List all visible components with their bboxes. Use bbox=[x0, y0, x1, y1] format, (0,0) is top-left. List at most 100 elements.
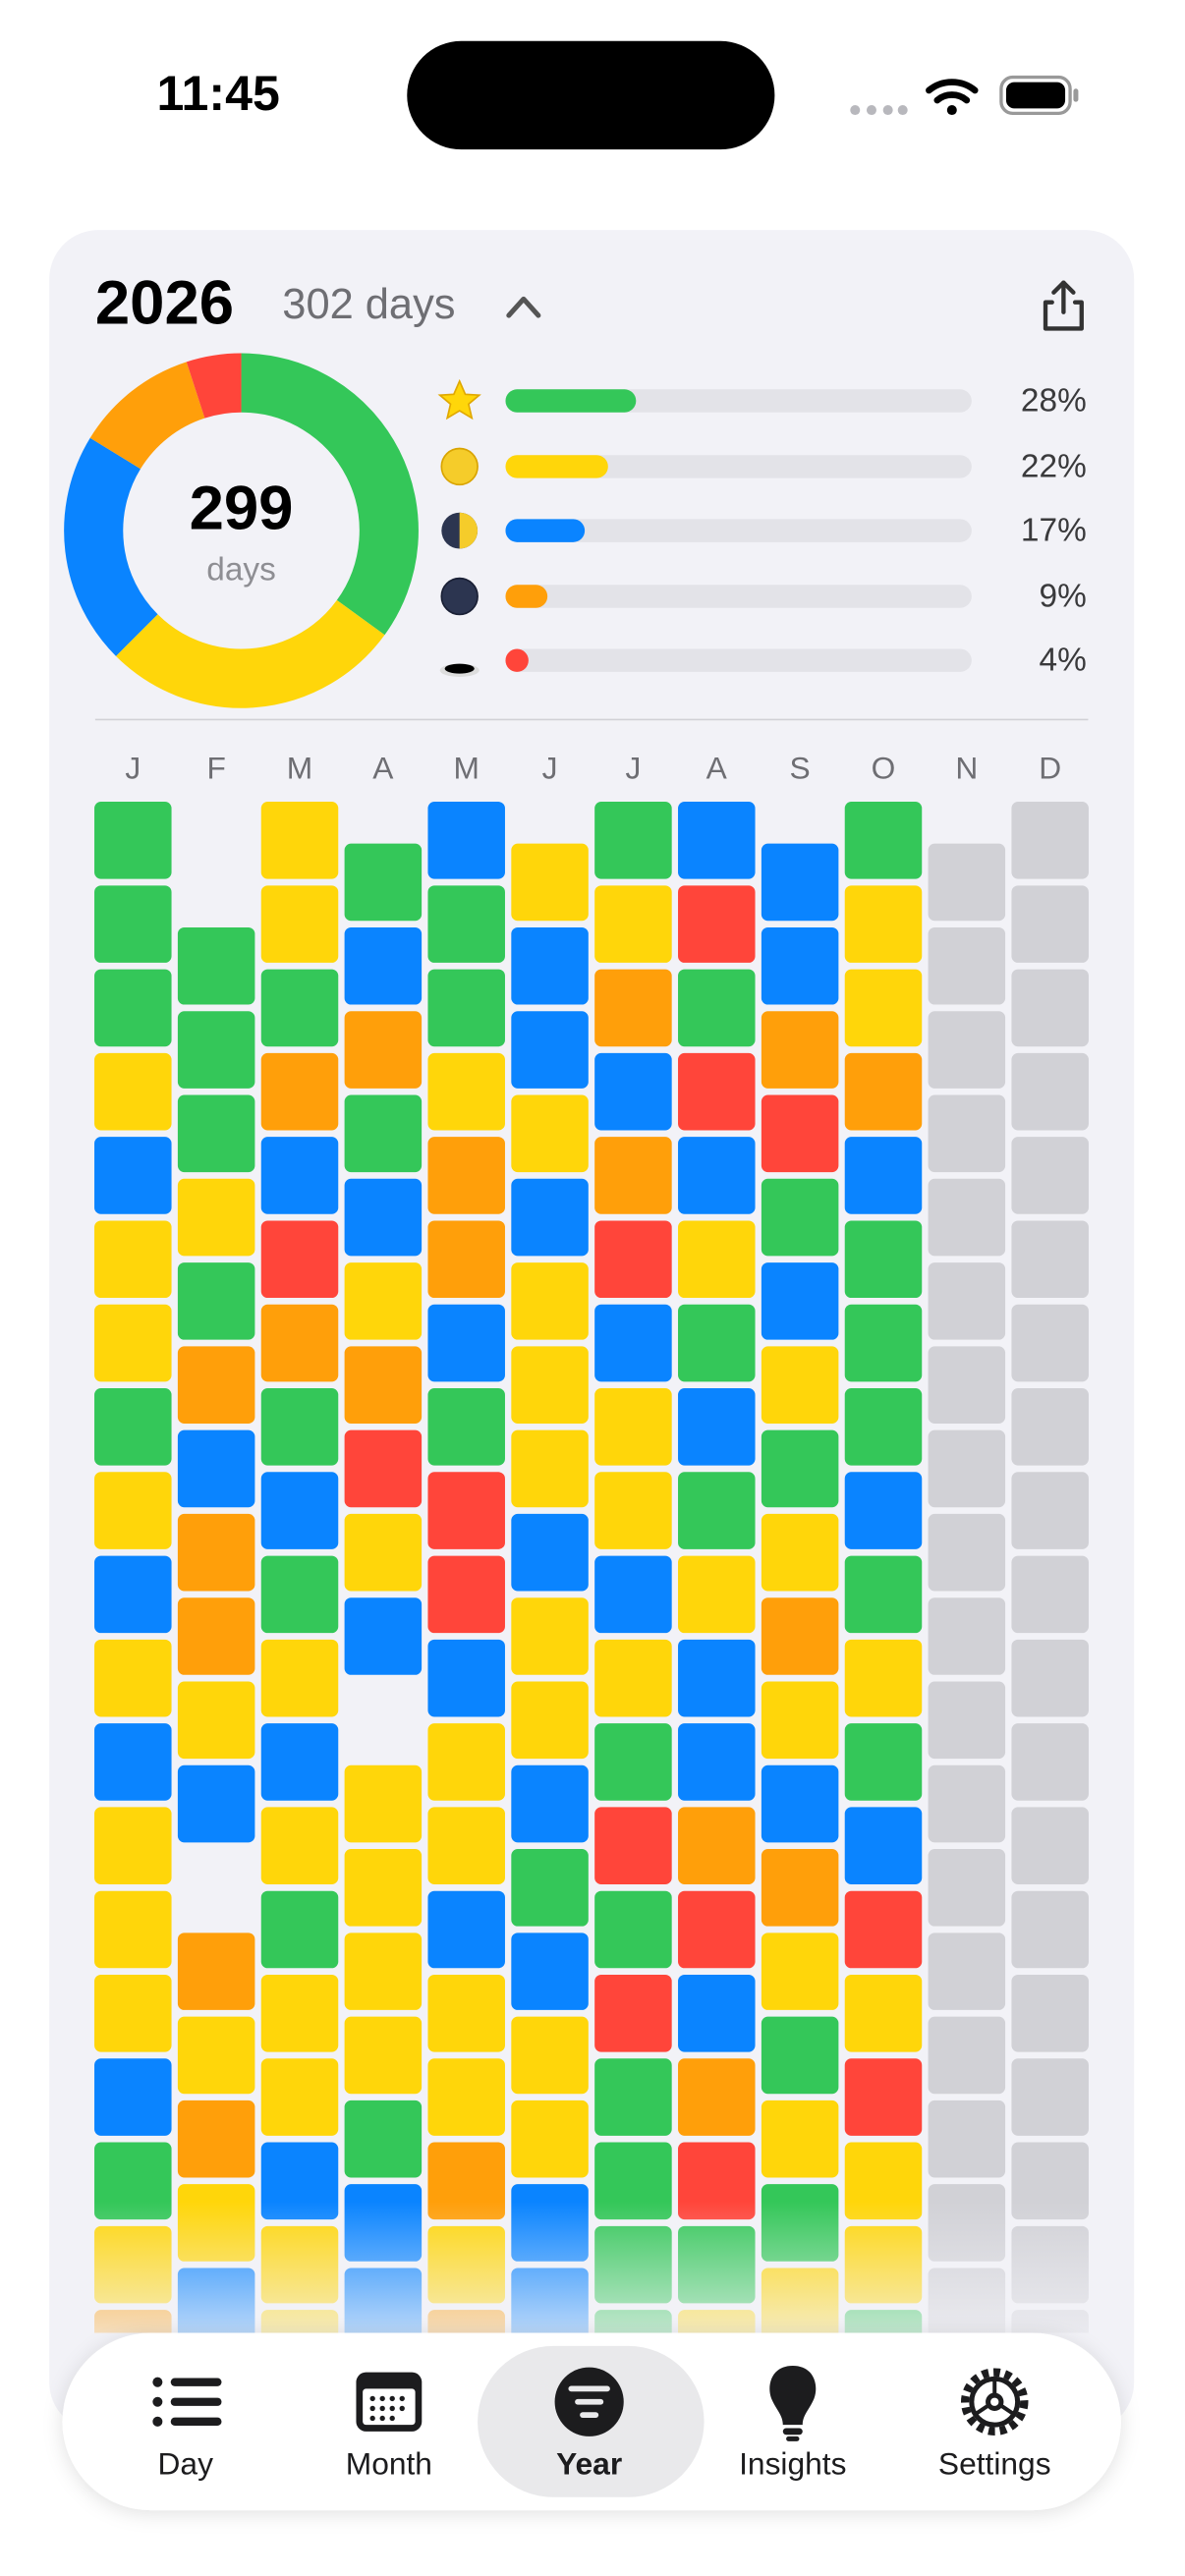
day-cell[interactable] bbox=[678, 1723, 756, 1801]
day-cell[interactable] bbox=[94, 2142, 172, 2220]
day-cell[interactable] bbox=[594, 885, 672, 963]
day-cell[interactable] bbox=[427, 1639, 505, 1717]
day-cell[interactable] bbox=[427, 1555, 505, 1634]
day-cell[interactable] bbox=[928, 1178, 1006, 1257]
day-cell[interactable] bbox=[511, 2016, 589, 2095]
day-cell[interactable] bbox=[177, 1262, 255, 1340]
day-cell[interactable] bbox=[511, 1764, 589, 1843]
day-cell[interactable] bbox=[594, 1304, 672, 1382]
day-cell[interactable] bbox=[511, 2100, 589, 2178]
day-cell[interactable] bbox=[678, 1890, 756, 1969]
day-cell[interactable] bbox=[177, 1681, 255, 1760]
day-cell[interactable] bbox=[511, 1094, 589, 1173]
day-cell[interactable] bbox=[94, 1890, 172, 1969]
day-cell[interactable] bbox=[344, 1429, 423, 1508]
day-cell[interactable] bbox=[678, 969, 756, 1047]
day-cell[interactable] bbox=[594, 1723, 672, 1801]
day-cell[interactable] bbox=[844, 1555, 923, 1634]
day-cell[interactable] bbox=[94, 1974, 172, 2052]
day-cell[interactable] bbox=[928, 1429, 1006, 1508]
day-cell[interactable] bbox=[427, 1890, 505, 1969]
day-cell[interactable] bbox=[260, 885, 339, 963]
day-cell[interactable] bbox=[594, 1472, 672, 1549]
day-cell[interactable] bbox=[94, 1807, 172, 1885]
day-cell[interactable] bbox=[678, 1052, 756, 1131]
tab-label[interactable]: Year bbox=[556, 2445, 622, 2481]
day-cell[interactable] bbox=[844, 1304, 923, 1382]
day-cell[interactable] bbox=[344, 926, 423, 1005]
day-cell[interactable] bbox=[260, 1639, 339, 1717]
day-cell[interactable] bbox=[761, 2016, 839, 2095]
day-cell[interactable] bbox=[761, 1597, 839, 1675]
day-cell[interactable] bbox=[844, 1890, 923, 1969]
day-cell[interactable] bbox=[928, 1513, 1006, 1592]
day-cell[interactable] bbox=[94, 1388, 172, 1466]
day-cell[interactable] bbox=[427, 802, 505, 879]
day-cell[interactable] bbox=[594, 1220, 672, 1299]
day-cell[interactable] bbox=[928, 1764, 1006, 1843]
day-cell[interactable] bbox=[344, 2016, 423, 2095]
day-cell[interactable] bbox=[1011, 1890, 1089, 1969]
day-cell[interactable] bbox=[177, 1346, 255, 1424]
day-cell[interactable] bbox=[344, 1849, 423, 1927]
day-cell[interactable] bbox=[177, 1011, 255, 1089]
day-cell[interactable] bbox=[761, 843, 839, 922]
day-cell[interactable] bbox=[928, 2100, 1006, 2178]
day-cell[interactable] bbox=[344, 1513, 423, 1592]
day-cell[interactable] bbox=[177, 1513, 255, 1592]
collapse-chevron[interactable] bbox=[506, 296, 541, 318]
day-cell[interactable] bbox=[511, 1849, 589, 1927]
day-cell[interactable] bbox=[260, 1052, 339, 1131]
tab-label[interactable]: Day bbox=[158, 2445, 214, 2481]
day-cell[interactable] bbox=[177, 926, 255, 1005]
day-cell[interactable] bbox=[511, 1681, 589, 1760]
day-cell[interactable] bbox=[844, 802, 923, 879]
day-cell[interactable] bbox=[928, 1681, 1006, 1760]
day-cell[interactable] bbox=[1011, 1555, 1089, 1634]
day-cell[interactable] bbox=[594, 1555, 672, 1634]
day-cell[interactable] bbox=[1011, 1472, 1089, 1549]
day-cell[interactable] bbox=[177, 1094, 255, 1173]
tab-label[interactable]: Month bbox=[346, 2445, 432, 2481]
day-cell[interactable] bbox=[427, 1388, 505, 1466]
day-cell[interactable] bbox=[260, 1388, 339, 1466]
day-cell[interactable] bbox=[344, 1178, 423, 1257]
day-cell[interactable] bbox=[260, 1807, 339, 1885]
day-cell[interactable] bbox=[928, 926, 1006, 1005]
day-cell[interactable] bbox=[594, 1388, 672, 1466]
day-cell[interactable] bbox=[928, 1011, 1006, 1089]
day-cell[interactable] bbox=[177, 1597, 255, 1675]
day-cell[interactable] bbox=[1011, 1137, 1089, 1214]
day-cell[interactable] bbox=[1011, 969, 1089, 1047]
day-cell[interactable] bbox=[761, 1429, 839, 1508]
day-cell[interactable] bbox=[511, 1178, 589, 1257]
day-cell[interactable] bbox=[594, 1639, 672, 1717]
day-cell[interactable] bbox=[678, 1304, 756, 1382]
day-cell[interactable] bbox=[594, 969, 672, 1047]
day-cell[interactable] bbox=[511, 926, 589, 1005]
day-cell[interactable] bbox=[761, 1932, 839, 2010]
day-cell[interactable] bbox=[344, 1262, 423, 1340]
day-cell[interactable] bbox=[94, 1639, 172, 1717]
day-cell[interactable] bbox=[594, 1137, 672, 1214]
day-cell[interactable] bbox=[844, 1052, 923, 1131]
day-cell[interactable] bbox=[928, 1094, 1006, 1173]
day-cell[interactable] bbox=[844, 1137, 923, 1214]
day-cell[interactable] bbox=[94, 2058, 172, 2136]
day-cell[interactable] bbox=[844, 2058, 923, 2136]
day-cell[interactable] bbox=[594, 802, 672, 879]
day-cell[interactable] bbox=[177, 1429, 255, 1508]
day-cell[interactable] bbox=[678, 1639, 756, 1717]
day-cell[interactable] bbox=[511, 843, 589, 922]
day-cell[interactable] bbox=[427, 1974, 505, 2052]
day-cell[interactable] bbox=[761, 1346, 839, 1424]
day-cell[interactable] bbox=[678, 1137, 756, 1214]
day-cell[interactable] bbox=[678, 1220, 756, 1299]
day-cell[interactable] bbox=[177, 2016, 255, 2095]
day-cell[interactable] bbox=[928, 1849, 1006, 1927]
day-cell[interactable] bbox=[678, 1388, 756, 1466]
day-cell[interactable] bbox=[260, 1723, 339, 1801]
day-cell[interactable] bbox=[260, 2058, 339, 2136]
day-cell[interactable] bbox=[844, 969, 923, 1047]
day-cell[interactable] bbox=[260, 2142, 339, 2220]
